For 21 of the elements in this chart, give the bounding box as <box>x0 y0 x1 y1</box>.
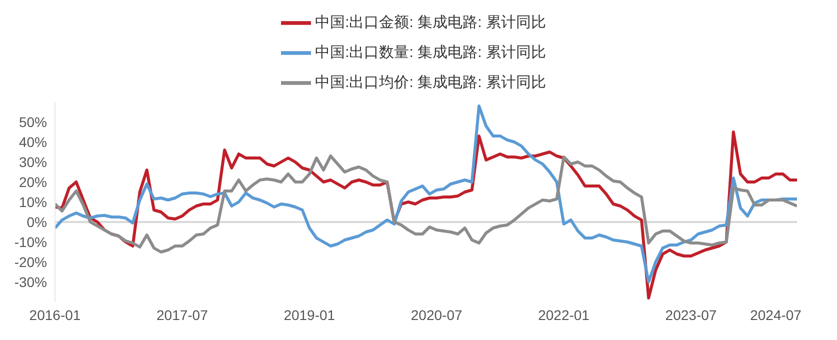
legend-label: 中国:出口金额: 集成电路: 累计同比 <box>315 14 546 31</box>
x-tick-label: 2017-07 <box>156 306 208 323</box>
y-tick-label: 30% <box>18 154 47 170</box>
legend-label: 中国:出口数量: 集成电路: 累计同比 <box>315 44 546 61</box>
x-tick-label: 2022-01 <box>538 306 590 323</box>
y-tick-label: 0% <box>26 214 47 230</box>
x-tick-label: 2020-07 <box>410 306 462 323</box>
y-tick-label: 10% <box>18 194 47 210</box>
line-series <box>55 104 797 284</box>
x-tick-label: 2024-07 <box>750 306 802 323</box>
legend-label: 中国:出口均价: 集成电路: 累计同比 <box>315 74 546 91</box>
y-tick-label: 40% <box>18 134 47 150</box>
y-tick-label: 20% <box>18 174 47 190</box>
x-tick-label: 2019-01 <box>284 306 336 323</box>
x-tick-label: 2016-01 <box>29 306 81 323</box>
y-tick-label: -30% <box>14 274 47 290</box>
line-series <box>55 154 797 254</box>
y-tick-label: -20% <box>14 254 47 270</box>
y-tick-label: -10% <box>14 234 47 250</box>
y-tick-label: 50% <box>18 114 47 130</box>
x-tick-label: 2023-07 <box>665 306 717 323</box>
